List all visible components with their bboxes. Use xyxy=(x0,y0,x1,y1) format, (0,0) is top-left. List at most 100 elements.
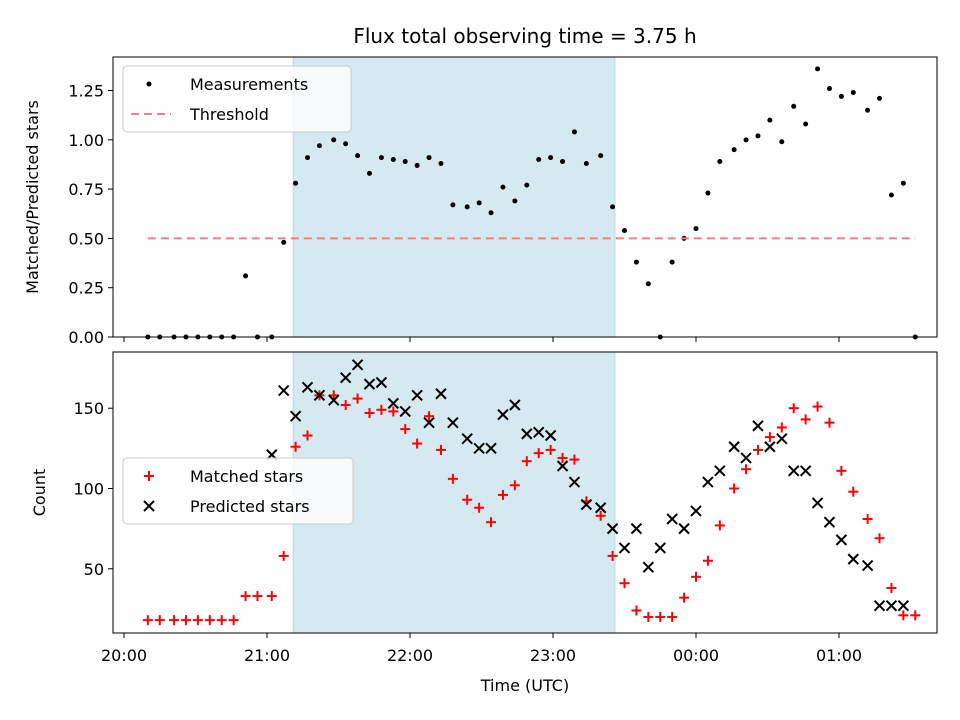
data-point xyxy=(568,476,581,488)
y-tick-label: 150 xyxy=(73,399,104,418)
bottom-y-axis-ticks: 50 100 150 xyxy=(73,399,113,579)
data-point xyxy=(305,155,311,161)
data-point xyxy=(583,160,589,166)
data-point xyxy=(351,359,364,371)
legend-handle xyxy=(143,500,155,512)
y-tick-label: 0.00 xyxy=(68,328,104,347)
data-point xyxy=(390,157,396,163)
data-point xyxy=(364,408,375,419)
data-point xyxy=(476,200,482,206)
data-point xyxy=(618,542,631,554)
data-point xyxy=(328,394,340,406)
data-point xyxy=(886,583,897,594)
data-point xyxy=(666,513,678,525)
data-point xyxy=(812,401,823,412)
data-point xyxy=(545,444,556,455)
data-point xyxy=(741,464,752,475)
data-point xyxy=(702,476,714,488)
data-point xyxy=(485,442,497,455)
bottom-series-layer xyxy=(142,359,921,626)
data-point xyxy=(861,559,874,572)
data-point xyxy=(679,592,690,603)
data-point xyxy=(355,153,361,159)
data-point xyxy=(500,184,506,190)
data-point xyxy=(533,448,544,459)
data-point xyxy=(800,414,811,425)
data-point xyxy=(424,411,435,422)
data-point xyxy=(791,103,797,109)
data-point xyxy=(281,239,287,245)
data-point xyxy=(667,611,678,622)
data-point xyxy=(402,159,408,165)
data-point xyxy=(838,93,844,99)
data-point xyxy=(556,460,569,472)
data-point xyxy=(290,441,301,452)
data-point xyxy=(776,422,787,433)
data-point xyxy=(691,571,701,582)
data-point xyxy=(873,599,886,612)
data-point xyxy=(580,498,593,511)
x-tick-label: 20:00 xyxy=(101,646,147,665)
data-point xyxy=(717,159,723,165)
data-point xyxy=(461,433,473,445)
data-point xyxy=(228,615,239,626)
ratio-panel: 0.00 0.25 0.50 0.75 1.00 1.25 Matched/Predict… xyxy=(23,56,938,347)
data-point xyxy=(767,117,773,123)
data-point xyxy=(910,610,921,621)
y-tick-label: 0.50 xyxy=(68,229,104,248)
data-point xyxy=(690,505,702,517)
data-point xyxy=(399,405,411,418)
data-point xyxy=(693,226,699,232)
x-axis-label: Time (UTC) xyxy=(480,676,569,695)
y-tick-label: 0.25 xyxy=(68,279,104,298)
data-point xyxy=(376,404,387,415)
data-point xyxy=(619,578,630,589)
data-point xyxy=(154,615,165,626)
x-tick-label: 23:00 xyxy=(530,646,576,665)
data-point xyxy=(435,388,447,400)
data-point xyxy=(631,605,642,616)
y-tick-label: 1.00 xyxy=(68,131,104,150)
data-point xyxy=(252,591,263,602)
data-point xyxy=(497,489,508,500)
x-tick-label: 22:00 xyxy=(387,646,433,665)
data-point xyxy=(788,403,799,414)
data-point xyxy=(788,465,800,477)
data-point xyxy=(216,615,227,626)
data-point xyxy=(823,516,836,528)
x-tick-label: 01:00 xyxy=(816,646,862,665)
data-point xyxy=(900,180,906,186)
data-point xyxy=(169,615,180,626)
bottom-panel-frame xyxy=(112,351,938,634)
legend-handle xyxy=(146,81,152,87)
data-point xyxy=(865,107,871,113)
data-point xyxy=(776,433,788,445)
data-point xyxy=(142,615,153,626)
legend-handle xyxy=(144,471,154,481)
data-point xyxy=(557,452,568,463)
data-point xyxy=(293,180,299,186)
data-point xyxy=(622,228,627,234)
data-point xyxy=(764,432,775,443)
data-point xyxy=(435,444,446,455)
data-point xyxy=(366,170,372,176)
data-point xyxy=(815,66,821,72)
data-point xyxy=(414,162,420,168)
data-point xyxy=(378,155,384,161)
bottom-y-axis-label: Count xyxy=(30,469,49,517)
data-point xyxy=(375,376,388,389)
data-point xyxy=(450,202,456,208)
data-point xyxy=(669,259,675,265)
data-point xyxy=(848,486,859,497)
data-point xyxy=(835,534,848,546)
x-tick-label: 21:00 xyxy=(244,646,290,665)
x-tick-label: 00:00 xyxy=(673,646,719,665)
data-point xyxy=(752,420,764,432)
legend-label: Threshold xyxy=(189,105,269,124)
data-point xyxy=(289,410,302,422)
series-matched-stars xyxy=(142,390,921,626)
data-point xyxy=(388,406,399,417)
data-point xyxy=(598,153,604,159)
data-point xyxy=(594,502,607,514)
